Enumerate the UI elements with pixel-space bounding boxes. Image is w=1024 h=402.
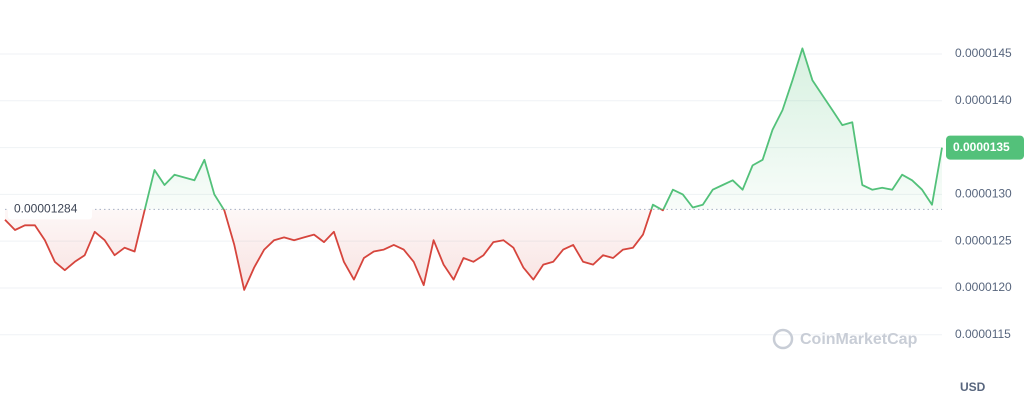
y-tick-label: 0.0000125 <box>955 233 1012 247</box>
watermark-text: CoinMarketCap <box>800 331 918 348</box>
y-tick-label: 0.0000120 <box>955 280 1012 294</box>
baseline-label-bg <box>8 199 92 220</box>
price-area <box>5 48 942 290</box>
current-price-badge <box>946 135 1024 160</box>
plot <box>4 47 943 291</box>
price-line <box>4 47 943 291</box>
watermark: CoinMarketCap <box>772 328 918 350</box>
baseline-label: 0.00001284 <box>14 202 78 216</box>
currency-label: USD <box>960 380 986 394</box>
watermark-logo <box>772 328 794 350</box>
y-tick-label: 0.0000140 <box>955 93 1012 107</box>
current-price-label: 0.0000135 <box>953 140 1010 154</box>
y-tick-label: 0.0000130 <box>955 187 1012 201</box>
y-tick-label: 0.0000115 <box>955 327 1011 341</box>
y-tick-label: 0.0000145 <box>955 46 1012 60</box>
